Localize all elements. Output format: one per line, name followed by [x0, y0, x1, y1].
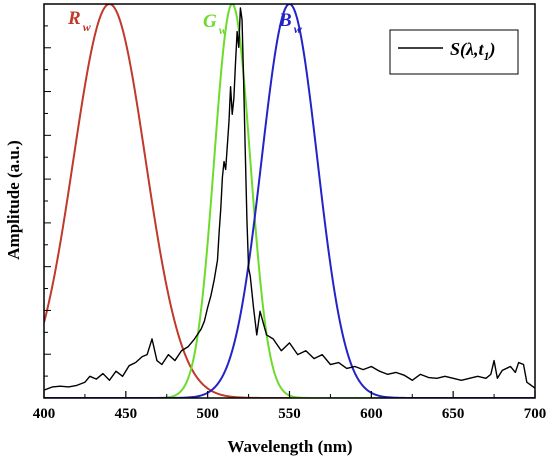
curve-rw [44, 4, 535, 398]
x-tick-label: 400 [33, 406, 56, 422]
legend-entry-label: S(λ,t1) [450, 39, 496, 63]
legend-box [389, 29, 519, 75]
x-tick-label: 700 [524, 406, 547, 422]
y-axis [44, 3, 51, 377]
x-axis-title: Wavelength (nm) [227, 437, 352, 456]
legend: S(λ,t1) [389, 29, 519, 75]
x-axis: 400 450 500 550 600 650 700 [33, 391, 547, 422]
y-axis-title: Amplitude (a.u.) [4, 140, 23, 259]
data-series [44, 7, 535, 391]
x-tick-label: 550 [278, 406, 301, 422]
series-line-s [44, 7, 535, 391]
x-tick-label: 500 [196, 406, 219, 422]
x-tick-label: 600 [360, 406, 383, 422]
x-tick-label: 450 [115, 406, 138, 422]
x-tick-label: 650 [442, 406, 465, 422]
